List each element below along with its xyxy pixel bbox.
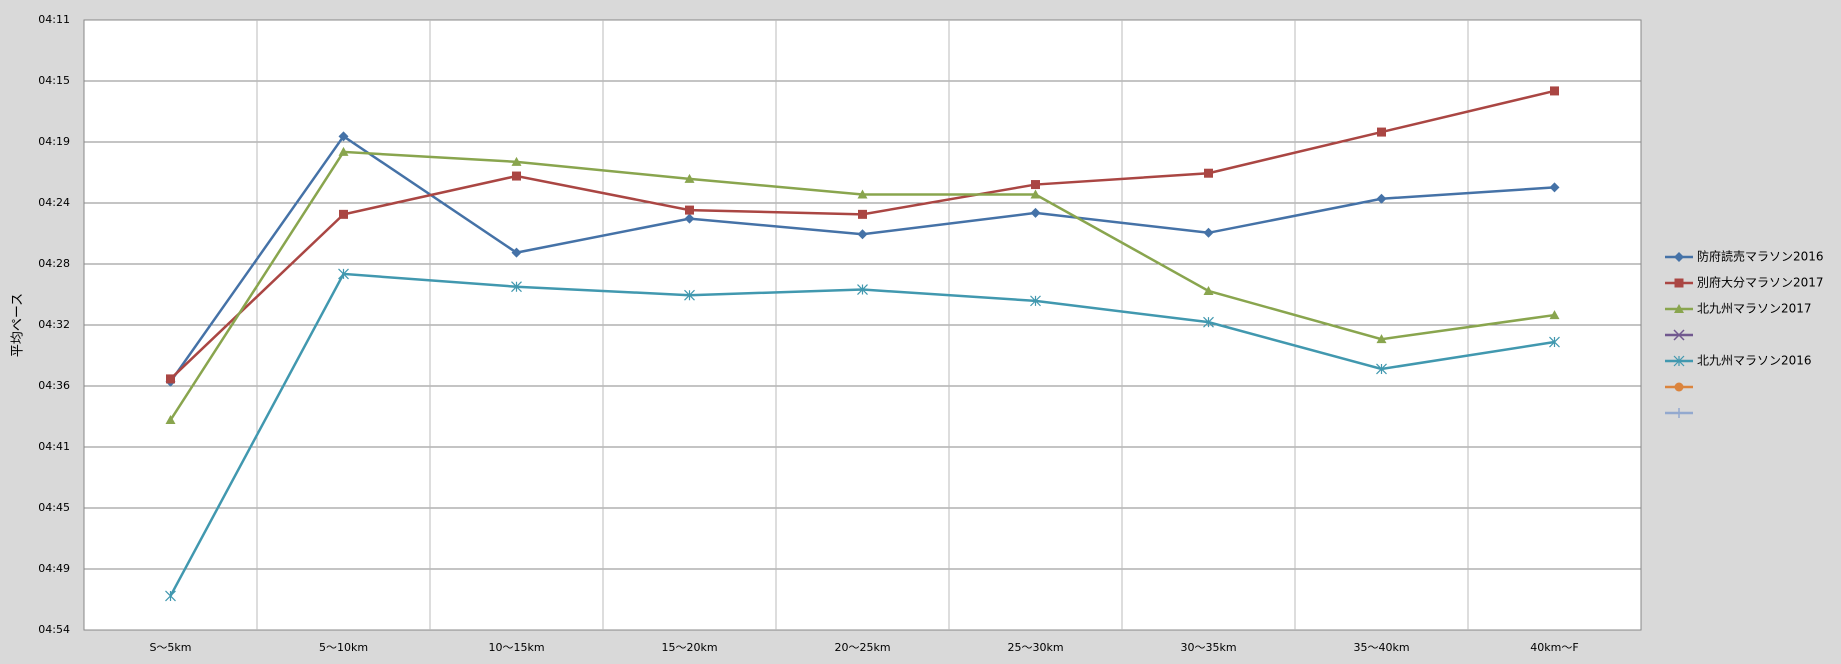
- marker: [685, 205, 694, 215]
- legend-label: 北九州マラソン2017: [1697, 302, 1812, 316]
- y-tick-label: 04:28: [38, 257, 70, 270]
- legend-label: 防府読売マラソン2016: [1697, 249, 1824, 264]
- marker: [857, 284, 868, 295]
- marker: [1674, 382, 1684, 392]
- marker: [1673, 329, 1685, 341]
- marker: [1376, 334, 1387, 344]
- y-tick-label: 04:32: [38, 318, 70, 331]
- y-tick-label: 04:19: [38, 135, 70, 148]
- marker: [165, 590, 176, 602]
- marker: [684, 173, 695, 183]
- marker: [1673, 355, 1685, 367]
- marker: [1030, 207, 1041, 218]
- x-tick-label: S〜5km: [149, 641, 191, 654]
- marker: [338, 146, 349, 156]
- x-tick-label: 25〜30km: [1007, 641, 1063, 654]
- y-axis-label: 平均ペース: [11, 293, 26, 357]
- y-tick-label: 04:24: [38, 196, 70, 209]
- marker: [1031, 180, 1040, 190]
- x-tick-label: 15〜20km: [661, 641, 717, 654]
- y-tick-label: 04:15: [38, 74, 70, 87]
- marker: [338, 131, 349, 142]
- marker: [857, 229, 868, 240]
- marker: [1203, 316, 1214, 328]
- y-tick-label: 04:45: [38, 501, 70, 514]
- x-tick-label: 30〜35km: [1180, 641, 1236, 654]
- marker: [511, 247, 522, 258]
- marker: [858, 209, 867, 219]
- marker: [1377, 127, 1386, 137]
- marker: [338, 268, 349, 280]
- x-tick-label: 10〜15km: [488, 641, 544, 654]
- marker: [1030, 295, 1041, 307]
- marker: [511, 156, 522, 166]
- marker: [857, 189, 868, 199]
- marker: [1550, 86, 1559, 96]
- marker: [1549, 182, 1560, 193]
- marker: [166, 374, 175, 384]
- marker: [1376, 363, 1387, 375]
- y-tick-label: 04:49: [38, 562, 70, 575]
- marker: [1674, 252, 1684, 262]
- x-tick-label: 40km〜F: [1530, 641, 1578, 654]
- marker: [1030, 189, 1041, 199]
- marker: [684, 289, 695, 301]
- x-tick-label: 35〜40km: [1353, 641, 1409, 654]
- marker: [511, 281, 522, 293]
- x-tick-label: 5〜10km: [319, 641, 368, 654]
- y-tick-label: 04:54: [38, 623, 70, 636]
- marker: [1376, 193, 1387, 204]
- y-tick-label: 04:41: [38, 440, 70, 453]
- marker: [1674, 278, 1684, 288]
- x-tick-label: 20〜25km: [834, 641, 890, 654]
- marker: [1549, 336, 1560, 348]
- marker: [1203, 285, 1214, 295]
- marker: [1674, 304, 1684, 313]
- marker: [1204, 168, 1213, 178]
- marker: [165, 415, 176, 425]
- marker: [1674, 408, 1684, 418]
- legend-label: 北九州マラソン2016: [1697, 354, 1812, 368]
- marker: [339, 209, 348, 219]
- marker: [684, 213, 695, 224]
- marker: [1549, 310, 1560, 320]
- legend-label: 別府大分マラソン2017: [1697, 275, 1824, 290]
- y-tick-label: 04:36: [38, 379, 70, 392]
- marker: [1203, 227, 1214, 238]
- y-tick-label: 04:11: [38, 13, 70, 26]
- marker: [512, 171, 521, 181]
